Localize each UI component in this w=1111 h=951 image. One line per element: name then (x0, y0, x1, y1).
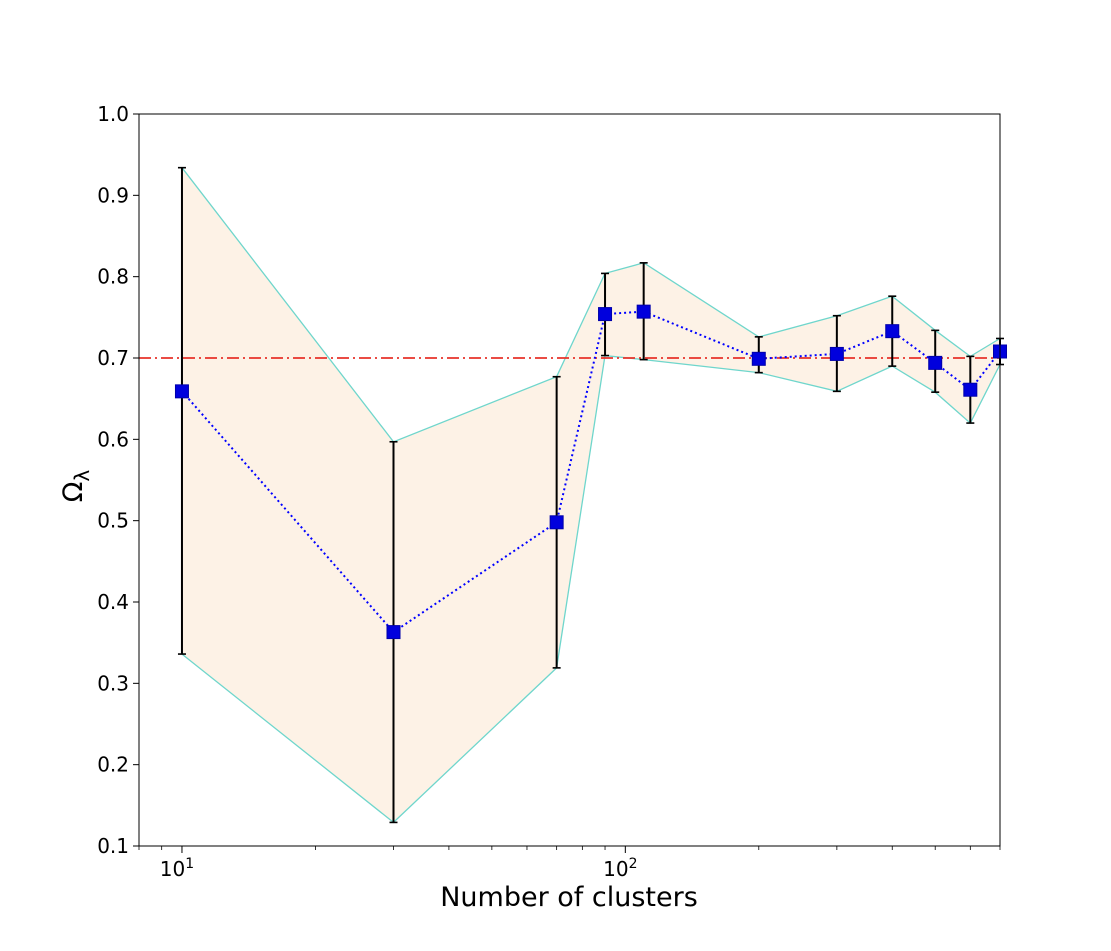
x-axis-label: Number of clusters (440, 882, 698, 913)
x-tick-label: 101 (160, 856, 194, 881)
y-tick-label: 0.6 (97, 427, 129, 451)
y-tick-label: 0.5 (97, 509, 129, 533)
y-tick-label: 0.8 (97, 265, 129, 289)
band-fill (182, 167, 1000, 823)
y-tick-label: 1.0 (97, 102, 129, 126)
plot-frame (138, 113, 1001, 847)
data-point (751, 351, 766, 366)
x-tick-label: 102 (603, 856, 637, 881)
x-axis: 101 102 (138, 846, 1001, 881)
data-point (829, 346, 844, 361)
data-point (174, 384, 189, 399)
y-tick-label: 0.9 (97, 183, 129, 207)
y-tick-label: 0.3 (97, 671, 129, 695)
data-point (386, 625, 401, 640)
series-line-path (181, 310, 1001, 634)
data-point (928, 355, 943, 370)
data-point (598, 307, 613, 322)
data-point (963, 382, 978, 397)
y-tick-label: 0.1 (97, 834, 129, 858)
y-tick-label: 0.4 (97, 590, 129, 614)
y-axis-label: Ωλ (58, 470, 94, 503)
series-line (181, 310, 1001, 634)
y-tick-label: 0.7 (97, 346, 129, 370)
series-markers (174, 304, 1007, 640)
data-point (885, 324, 900, 339)
data-point (549, 515, 564, 530)
y-tick-label: 0.2 (97, 753, 129, 777)
data-point (636, 304, 651, 319)
y-axis: 0.1 0.2 0.3 0.4 0.5 0.6 0.7 0.8 0.9 1.0 (97, 102, 139, 858)
